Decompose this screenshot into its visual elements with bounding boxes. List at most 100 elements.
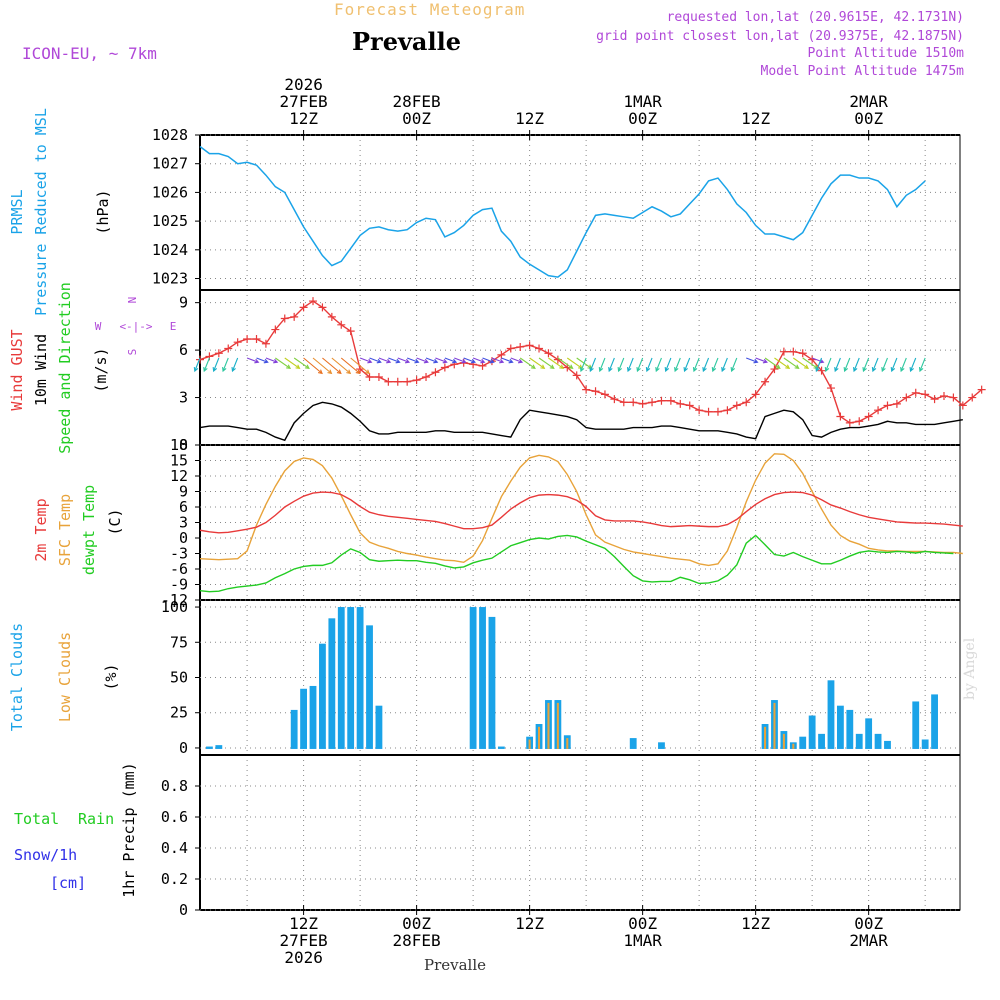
wind-direction-arrow	[406, 357, 420, 364]
wind-direction-arrow	[369, 357, 382, 364]
y-tick-label: 18	[170, 436, 188, 454]
gust-marker	[610, 395, 619, 404]
total-cloud-bar	[319, 643, 326, 749]
gust-marker	[676, 399, 685, 408]
wind-direction-arrow	[275, 357, 292, 369]
top-time-label: 2026	[284, 75, 323, 94]
gust-marker	[299, 303, 308, 312]
total-cloud-bar	[865, 718, 873, 749]
wind-direction-arrow	[774, 357, 791, 369]
model-label: ICON-EU, ~ 7km	[22, 44, 157, 63]
total-cloud-bar	[912, 701, 920, 749]
precip-unit-label: 1hr Precip (mm)	[120, 762, 138, 897]
y-tick-label: 0.2	[161, 870, 188, 888]
wind-direction-arrow	[918, 357, 926, 373]
gust-marker	[337, 320, 346, 329]
compass-arrows: <-|->	[119, 320, 152, 333]
gust-marker	[327, 312, 336, 321]
wind-direction-arrow	[674, 357, 681, 373]
wind-direction-arrow	[764, 357, 781, 369]
meteogram-title: Forecast Meteogram	[334, 0, 526, 19]
t2m-label: 2m Temp	[32, 498, 50, 561]
snow-unit-label: [cm]	[50, 874, 86, 892]
wind-direction-arrow	[519, 357, 536, 369]
top-time-label: 00Z	[854, 109, 883, 128]
gust-marker	[271, 325, 280, 334]
gust-marker	[346, 327, 355, 336]
location-title: Prevalle	[352, 27, 461, 56]
wind-direction-arrow	[655, 357, 662, 373]
model-point-altitude: Model Point Altitude 1475m	[760, 64, 965, 79]
wind-direction-arrow	[900, 357, 907, 373]
wind-direction-arrow	[579, 357, 587, 373]
total-cloud-bar	[469, 607, 477, 749]
gust-marker	[864, 412, 873, 421]
snow-label: Snow/1h	[14, 846, 77, 864]
top-time-label: 12Z	[741, 109, 770, 128]
wind-direction-arrow	[491, 357, 505, 364]
wind-direction-arrow	[284, 357, 301, 369]
total-cloud-bar	[328, 618, 336, 749]
wind-direction-arrow	[444, 357, 458, 364]
gust-marker	[422, 372, 431, 381]
gust-marker	[393, 377, 402, 386]
gust-marker	[214, 349, 223, 358]
wind-direction-arrow	[256, 357, 269, 364]
wind-direction-arrow	[482, 357, 495, 364]
bottom-time-label: 2MAR	[849, 931, 888, 950]
wind-direction-arrow	[350, 357, 371, 375]
panel-frame	[199, 754, 961, 911]
total-cloud-bar	[874, 733, 882, 749]
total-cloud-bar	[479, 607, 486, 749]
total-cloud-bar	[846, 709, 854, 749]
wind-direction-arrow	[472, 357, 486, 364]
wind-direction-arrow	[312, 357, 333, 375]
gust-marker	[261, 339, 270, 348]
total-cloud-bar	[215, 745, 223, 749]
gust-marker	[619, 398, 628, 407]
gust-marker	[685, 401, 694, 410]
total-cloud-bar	[206, 746, 213, 749]
wind-direction-arrow	[834, 357, 841, 373]
gust-marker	[252, 335, 261, 344]
gust-marker	[384, 377, 393, 386]
dewpt-label: dewpt Temp	[80, 485, 98, 575]
gust-marker	[911, 388, 920, 397]
wind-dir-label: Speed and Direction	[56, 282, 74, 454]
wind-direction-arrow	[862, 357, 870, 373]
compass-w: W	[95, 320, 102, 333]
gust-marker	[770, 365, 779, 374]
top-time-label: 00Z	[628, 109, 657, 128]
gust-marker	[196, 355, 204, 364]
bottom-time-label: 12Z	[515, 914, 544, 933]
gust-marker	[280, 314, 289, 323]
wind-direction-arrow	[881, 357, 888, 373]
bottom-time-label: 00Z	[402, 914, 431, 933]
total-cloud-bar	[366, 625, 373, 749]
bottom-time-label: 00Z	[854, 914, 883, 933]
gust-marker	[695, 406, 704, 415]
wind-direction-arrow	[711, 357, 719, 373]
wind-direction-arrow	[529, 357, 546, 369]
total-cloud-bar	[356, 607, 364, 749]
sfc-temp-line	[199, 453, 963, 567]
2m-temp-line	[199, 491, 963, 534]
y-tick-label: 0.6	[161, 808, 188, 826]
wind-direction-arrow	[626, 357, 634, 373]
wind-direction-arrow	[853, 357, 860, 373]
gust-marker	[648, 398, 657, 407]
wind-direction-arrow	[378, 357, 392, 364]
point-altitude: Point Altitude 1510m	[807, 46, 964, 61]
total-cloud-bar	[799, 736, 807, 749]
gust-marker	[431, 368, 440, 377]
gust-marker	[544, 349, 553, 358]
low-clouds-label: Low Clouds	[56, 632, 74, 722]
low-cloud-bar	[528, 739, 531, 749]
total-cloud-bar	[921, 739, 929, 749]
wind-10m-line	[199, 401, 963, 442]
total-cloud-bar	[931, 694, 938, 749]
low-cloud-bar	[792, 743, 795, 749]
total-cloud-bar	[836, 705, 844, 749]
top-time-label: 2MAR	[849, 92, 888, 111]
